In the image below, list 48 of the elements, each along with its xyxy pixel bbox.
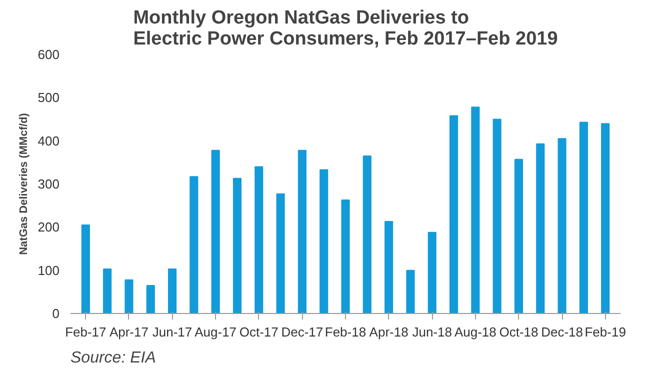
bar (601, 123, 610, 314)
y-tick-label: 400 (38, 133, 60, 148)
bar (384, 221, 394, 314)
y-tick-label: 200 (38, 220, 60, 235)
x-tick-label: Apr-17 (109, 324, 148, 340)
bar (362, 155, 372, 314)
bar (558, 138, 566, 314)
x-tick-label: Apr-18 (369, 324, 408, 340)
bar (428, 232, 436, 314)
bar (471, 106, 480, 314)
x-tick-label: Dec-18 (541, 324, 584, 340)
y-tick-label: 0 (52, 306, 60, 321)
bar (232, 178, 242, 314)
source-note: Source: EIA (70, 350, 156, 366)
bar (449, 115, 458, 314)
x-tick-label: Dec-17 (281, 324, 324, 340)
x-tick-label: Aug-18 (454, 324, 496, 340)
y-tick-label: 500 (38, 90, 60, 106)
y-axis-title: NatGas Deliveries (MMcf/d) (18, 112, 30, 255)
bar (146, 284, 155, 314)
y-tick-label: 600 (38, 47, 60, 62)
y-tick-label: 300 (38, 176, 60, 192)
bar (276, 193, 285, 314)
chart-title: Monthly Oregon NatGas Deliveries to Electric Power Consumers, Feb 2017–Feb 2019 (133, 8, 558, 50)
bar (168, 268, 177, 314)
y-tick-label: 100 (38, 262, 60, 278)
x-tick-label: Feb-19 (584, 324, 626, 340)
x-tick-label: Aug-17 (194, 324, 237, 340)
bar (492, 118, 502, 314)
bar (320, 169, 328, 314)
x-tick-label: Oct-18 (499, 324, 538, 340)
bar (406, 270, 415, 314)
bar (514, 158, 524, 314)
bar (211, 150, 220, 314)
bar (124, 279, 134, 314)
bar (579, 122, 588, 314)
bar (536, 143, 545, 314)
bar (81, 224, 90, 314)
bar (254, 166, 264, 314)
bar (103, 268, 112, 314)
x-tick-label: Feb-17 (65, 324, 106, 340)
x-tick-label: Jun-18 (412, 324, 452, 340)
bar (341, 199, 350, 314)
x-tick-label: Feb-18 (324, 324, 366, 340)
bar (190, 176, 198, 314)
bar (298, 150, 306, 314)
x-tick-label: Jun-17 (152, 324, 192, 340)
x-tick-label: Oct-17 (239, 324, 278, 340)
